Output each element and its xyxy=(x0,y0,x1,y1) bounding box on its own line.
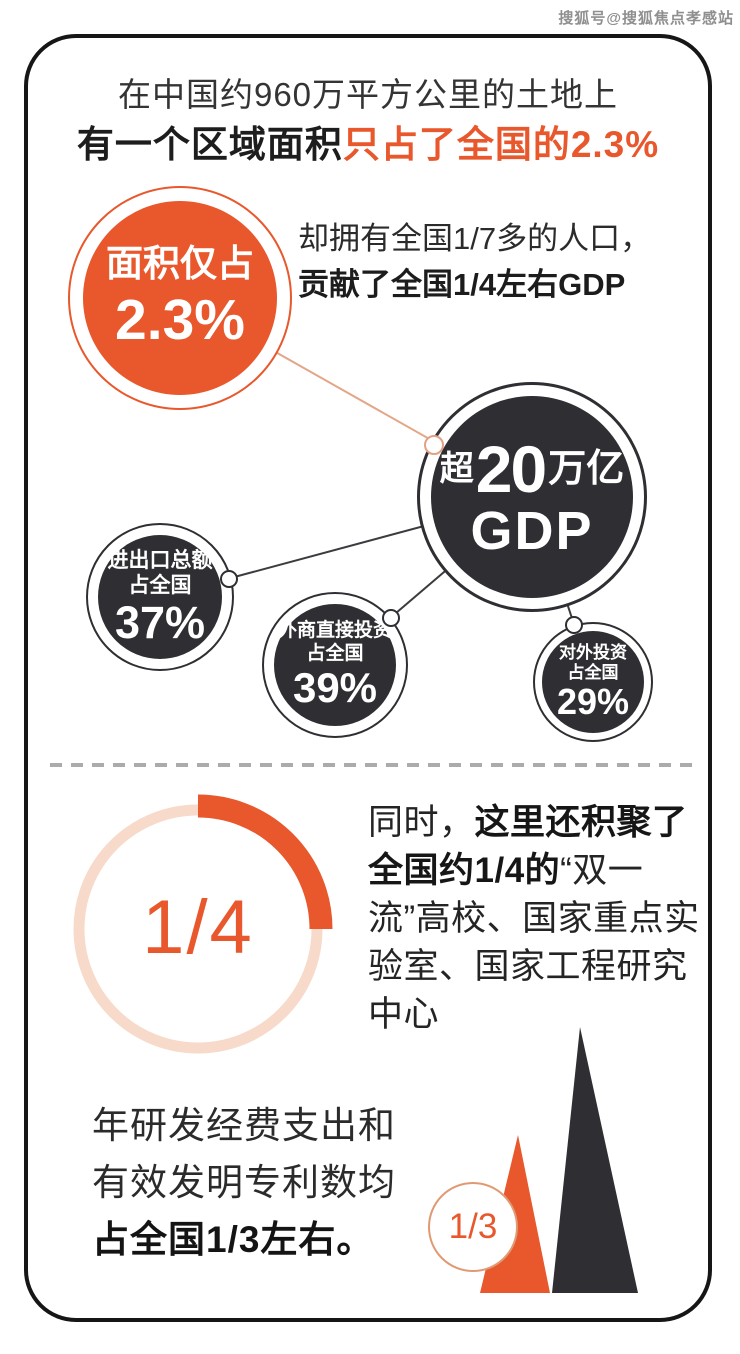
stat-sublabel: 占全国 xyxy=(567,663,619,683)
quarter-donut-chart xyxy=(73,794,333,1054)
area-bubble-label: 面积仅占 xyxy=(106,243,254,285)
gdp-amount-unit: 万亿 xyxy=(548,448,625,490)
stat-value: 29% xyxy=(556,681,630,723)
gdp-bubble-amount: 超 20 万亿 xyxy=(440,436,624,502)
stat-label: 外商直接投资 xyxy=(277,620,392,642)
rnd-paragraph: 年研发经费支出和 有效发明专利数均 占全国1/3左右。 xyxy=(92,1097,396,1268)
quarter-paragraph-suffix: “双一流”高校、国家重点实验室、国家工程研究中心 xyxy=(368,851,700,1034)
intro-text: 却拥有全国1/7多的人口， 贡献了全国1/4左右GDP xyxy=(298,216,651,308)
stat-value: 37% xyxy=(114,596,206,648)
gdp-amount-prefix: 超 xyxy=(439,450,474,488)
title-line2: 有一个区域面积只占了全国的2.3% xyxy=(24,114,712,168)
dashed-divider xyxy=(50,763,695,767)
gdp-bubble: 超 20 万亿 GDP xyxy=(417,382,647,612)
quarter-paragraph: 同时，这里还积聚了全国约1/4的“双一流”高校、国家重点实验室、国家工程研究中心 xyxy=(368,799,706,1039)
title-line2-orange: 只占了全国的2.3% xyxy=(342,124,660,165)
stat-sublabel: 占全国 xyxy=(128,574,192,598)
title-line1: 在中国约960万平方公里的土地上 xyxy=(117,76,619,113)
stat-bubble-fill: 外商直接投资 占全国 39% xyxy=(274,604,396,726)
stat-value: 39% xyxy=(292,663,378,711)
rnd-line2: 有效发明专利数均 xyxy=(92,1162,396,1203)
third-badge: 1/3 xyxy=(428,1182,518,1272)
gdp-bubble-fill: 超 20 万亿 GDP xyxy=(431,396,633,598)
connector-node-imports xyxy=(220,570,238,588)
quarter-paragraph-bold: 这里还积聚了全国约1/4的 xyxy=(368,803,688,890)
quarter-donut-value: 1/4 xyxy=(142,885,254,970)
area-bubble: 面积仅占 2.3% xyxy=(68,186,292,410)
stat-bubble-outbound-investment: 对外投资 占全国 29% xyxy=(533,622,653,742)
watermark: 搜狐号@搜狐焦点孝感站 xyxy=(558,10,734,27)
stat-label: 进出口总额 xyxy=(107,549,213,573)
stat-bubble-fill: 进出口总额 占全国 37% xyxy=(98,535,222,659)
stat-sublabel: 占全国 xyxy=(306,642,364,664)
connector-node-fdi xyxy=(382,609,400,627)
stat-bubble-fdi: 外商直接投资 占全国 39% xyxy=(262,592,408,738)
area-bubble-fill: 面积仅占 2.3% xyxy=(83,201,277,395)
title-line2-dark: 有一个区域面积 xyxy=(76,124,343,165)
rnd-line1: 年研发经费支出和 xyxy=(92,1105,396,1146)
quarter-paragraph-prefix: 同时， xyxy=(368,803,475,842)
stat-label: 对外投资 xyxy=(559,642,627,662)
area-bubble-value: 2.3% xyxy=(115,288,245,352)
stat-bubble-imports-exports: 进出口总额 占全国 37% xyxy=(86,523,234,671)
intro-line1: 却拥有全国1/7多的人口， xyxy=(298,221,652,256)
gdp-bubble-label: GDP xyxy=(470,501,594,561)
gdp-amount-number: 20 xyxy=(475,432,547,506)
connector-node-area-gdp xyxy=(424,435,444,455)
connector-node-outbound xyxy=(565,616,583,634)
rnd-line3: 占全国1/3左右。 xyxy=(92,1219,375,1260)
stat-bubble-fill: 对外投资 占全国 29% xyxy=(542,631,644,733)
intro-line2: 贡献了全国1/4左右GDP xyxy=(298,267,626,302)
